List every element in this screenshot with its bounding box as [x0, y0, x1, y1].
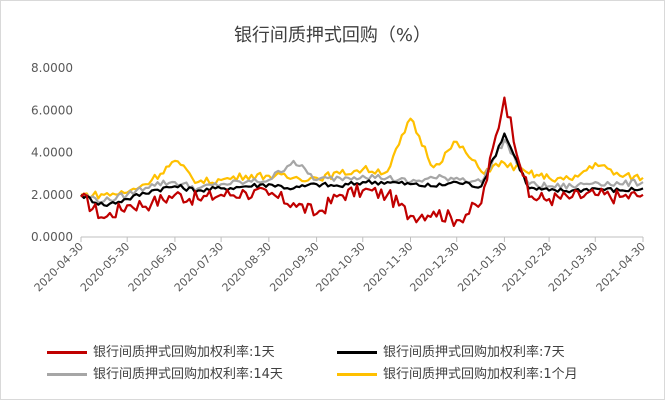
- x-tick-label: 2020-08-30: [220, 240, 274, 294]
- legend-swatch-14d: [47, 373, 87, 376]
- x-tick-label: 2020-10-30: [313, 240, 367, 294]
- legend-swatch-1d: [47, 351, 87, 354]
- chart-plot: 0.00002.00004.00006.00008.00002020-04-30…: [31, 61, 648, 294]
- series-line-2: [80, 138, 644, 204]
- y-tick-label: 8.0000: [31, 61, 73, 75]
- legend-item-1m: 银行间质押式回购加权利率:1个月: [337, 363, 578, 382]
- legend: 银行间质押式回购加权利率:1天 银行间质押式回购加权利率:7天 银行间质押式回购…: [1, 335, 664, 395]
- chart-title: 银行间质押式回购（%）: [233, 25, 432, 46]
- x-tick-label: 2020-05-30: [78, 240, 132, 294]
- legend-swatch-7d: [337, 351, 377, 354]
- legend-swatch-1m: [337, 373, 377, 376]
- legend-label-7d: 银行间质押式回购加权利率:7天: [383, 345, 565, 360]
- y-tick-label: 0.0000: [31, 230, 73, 244]
- x-tick-label: 2020-07-30: [172, 240, 226, 294]
- series-line-3: [80, 117, 644, 200]
- legend-label-1d: 银行间质押式回购加权利率:1天: [93, 345, 275, 360]
- y-tick-label: 6.0000: [31, 103, 73, 117]
- x-tick-label: 2021-03-30: [546, 240, 600, 294]
- legend-item-14d: 银行间质押式回购加权利率:14天: [47, 363, 283, 382]
- x-tick-label: 2021-04-30: [594, 240, 648, 294]
- legend-item-7d: 银行间质押式回购加权利率:7天: [337, 341, 565, 360]
- y-tick-label: 2.0000: [31, 188, 73, 202]
- legend-item-1d: 银行间质押式回购加权利率:1天: [47, 341, 275, 360]
- legend-label-14d: 银行间质押式回购加权利率:14天: [93, 367, 283, 382]
- x-tick-label: 2020-12-30: [407, 240, 461, 294]
- series-line-0: [80, 96, 644, 227]
- series-line-1: [80, 132, 644, 207]
- y-tick-label: 4.0000: [31, 146, 73, 160]
- legend-label-1m: 银行间质押式回购加权利率:1个月: [383, 367, 578, 382]
